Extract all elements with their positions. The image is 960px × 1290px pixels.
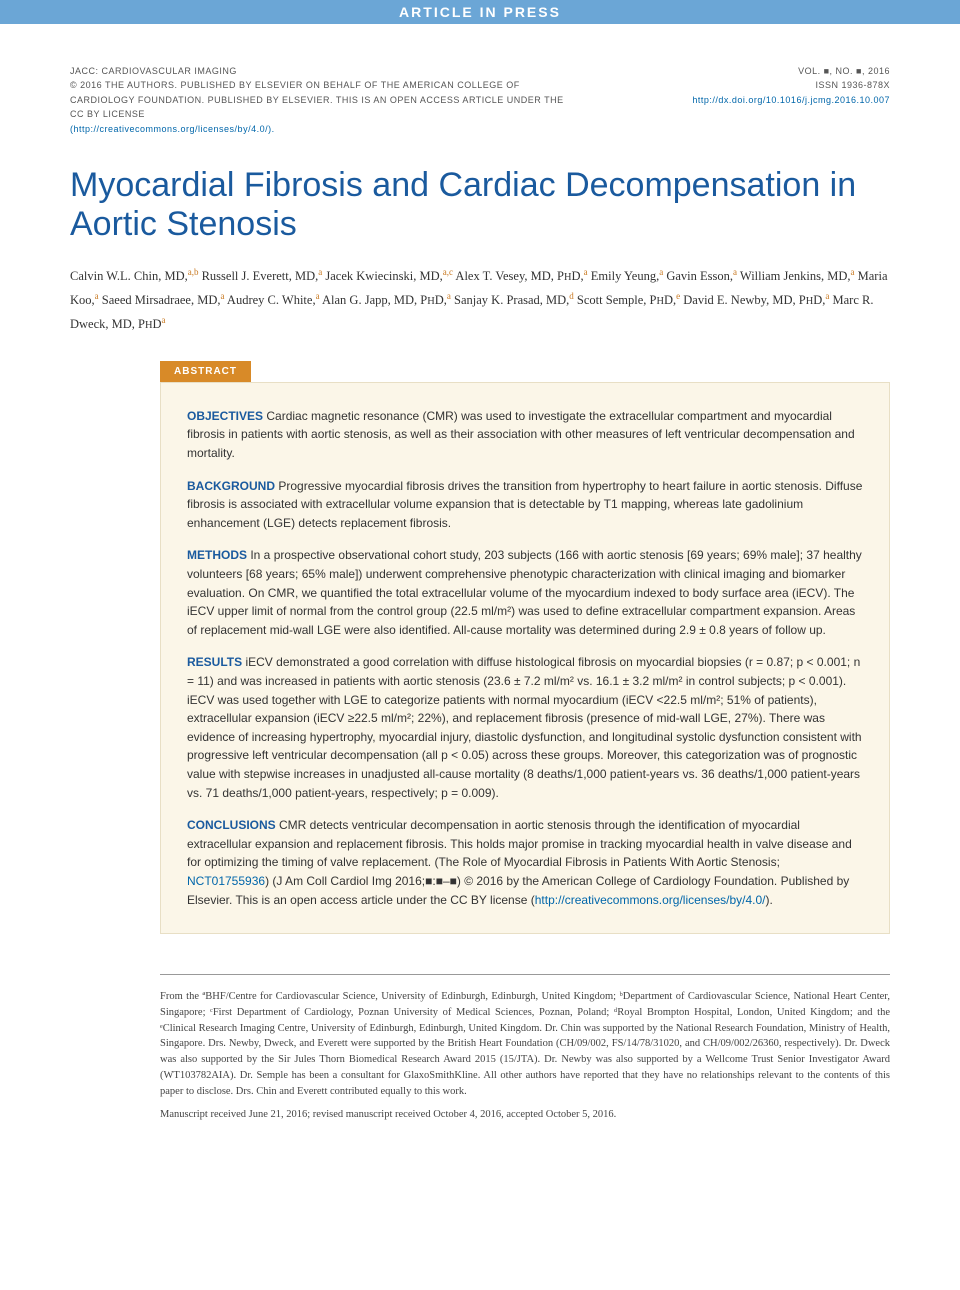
volume-info: VOL. ■, NO. ■, 2016 xyxy=(575,64,890,78)
page-content: JACC: CARDIOVASCULAR IMAGING © 2016 THE … xyxy=(0,24,960,1161)
abstract-section: ABSTRACT xyxy=(160,361,890,382)
abstract-background: BACKGROUND Progressive myocardial fibros… xyxy=(187,477,863,533)
methods-label: METHODS xyxy=(187,548,247,562)
article-title: Myocardial Fibrosis and Cardiac Decompen… xyxy=(70,166,890,244)
background-text: Progressive myocardial fibrosis drives t… xyxy=(187,479,862,530)
methods-text: In a prospective observational cohort st… xyxy=(187,548,862,636)
article-in-press-banner: ARTICLE IN PRESS xyxy=(0,0,960,24)
journal-header: JACC: CARDIOVASCULAR IMAGING © 2016 THE … xyxy=(70,64,890,136)
journal-header-left: JACC: CARDIOVASCULAR IMAGING © 2016 THE … xyxy=(70,64,575,136)
objectives-label: OBJECTIVES xyxy=(187,409,263,423)
footnotes: From the ªBHF/Centre for Cardiovascular … xyxy=(160,974,890,1123)
background-label: BACKGROUND xyxy=(187,479,275,493)
abstract-box: OBJECTIVES Cardiac magnetic resonance (C… xyxy=(160,382,890,934)
manuscript-dates: Manuscript received June 21, 2016; revis… xyxy=(160,1107,890,1123)
trial-registry-link[interactable]: NCT01755936 xyxy=(187,874,265,888)
abstract-methods: METHODS In a prospective observational c… xyxy=(187,546,863,639)
author-list: Calvin W.L. Chin, MD,a,b Russell J. Ever… xyxy=(70,264,890,336)
results-label: RESULTS xyxy=(187,655,242,669)
abstract-objectives: OBJECTIVES Cardiac magnetic resonance (C… xyxy=(187,407,863,463)
abstract-results: RESULTS iECV demonstrated a good correla… xyxy=(187,653,863,802)
cc-license-link[interactable]: (http://creativecommons.org/licenses/by/… xyxy=(70,122,575,136)
journal-name: JACC: CARDIOVASCULAR IMAGING xyxy=(70,64,575,78)
affiliations-text: From the ªBHF/Centre for Cardiovascular … xyxy=(160,989,890,1099)
cc-link-inline[interactable]: http://creativecommons.org/licenses/by/4… xyxy=(535,893,766,907)
issn: ISSN 1936-878X xyxy=(575,78,890,92)
conclusions-pre: CMR detects ventricular decompensation i… xyxy=(187,818,852,869)
journal-header-right: VOL. ■, NO. ■, 2016 ISSN 1936-878X http:… xyxy=(575,64,890,136)
objectives-text: Cardiac magnetic resonance (CMR) was use… xyxy=(187,409,855,460)
copyright-line: © 2016 THE AUTHORS. PUBLISHED BY ELSEVIE… xyxy=(70,78,575,121)
results-text: iECV demonstrated a good correlation wit… xyxy=(187,655,862,799)
abstract-label: ABSTRACT xyxy=(160,361,251,382)
doi-link[interactable]: http://dx.doi.org/10.1016/j.jcmg.2016.10… xyxy=(575,93,890,107)
conclusions-post: ). xyxy=(766,893,773,907)
conclusions-label: CONCLUSIONS xyxy=(187,818,276,832)
abstract-conclusions: CONCLUSIONS CMR detects ventricular deco… xyxy=(187,816,863,909)
